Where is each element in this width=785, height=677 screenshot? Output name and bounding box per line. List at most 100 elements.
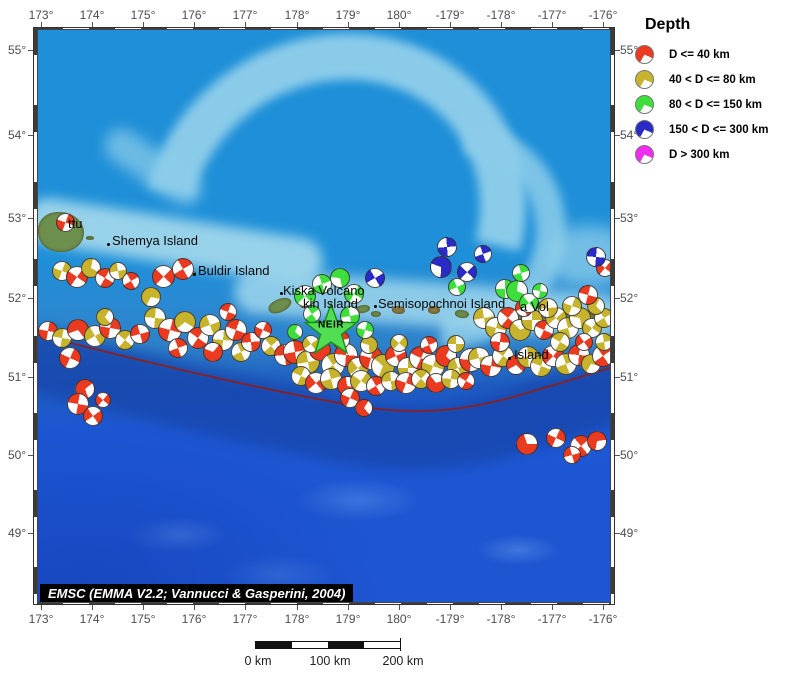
focal-mechanism-beachball	[437, 237, 457, 257]
axis-tick	[348, 605, 349, 610]
legend-entry-label: 80 < D <= 150 km	[669, 98, 763, 111]
focal-mechanism-beachball	[550, 332, 570, 352]
axis-tick	[28, 455, 33, 456]
place-marker-dot	[374, 305, 377, 308]
legend-title: Depth	[645, 16, 691, 33]
lon-axis-label-bottom: 173°	[28, 612, 54, 626]
lon-axis-label-top: 178°	[284, 8, 310, 22]
lat-axis-label-right: 53°	[620, 211, 639, 225]
axis-tick	[28, 377, 33, 378]
focal-mechanism-beachball	[83, 406, 103, 426]
focal-mechanism-beachball	[447, 335, 465, 353]
aleutian-trench	[38, 328, 610, 470]
focal-mechanism-beachball	[122, 272, 140, 290]
lat-axis-label-left: 54°	[8, 128, 27, 142]
focal-mechanism-beachball	[130, 324, 150, 344]
focal-mechanism-beachball	[356, 321, 374, 339]
lon-axis-label-bottom: 176°	[181, 612, 207, 626]
lat-axis-label-left: 52°	[8, 291, 27, 305]
lat-axis-label-right: 50°	[620, 448, 639, 462]
axis-tick	[603, 22, 604, 27]
place-label: Semisopochnoi Island	[378, 296, 506, 311]
focal-mechanism-beachball	[586, 247, 606, 267]
lon-axis-label-bottom: 179°	[335, 612, 361, 626]
island-landmass	[371, 311, 381, 317]
focal-mechanism-beachball	[55, 212, 75, 232]
focal-mechanism-beachball	[563, 446, 581, 464]
island-landmass	[86, 236, 94, 240]
beachball-icon	[635, 45, 654, 64]
map-frame-right	[610, 27, 615, 605]
legend-entry: 80 < D <= 150 km	[633, 92, 783, 117]
focal-mechanism-beachball	[141, 287, 161, 307]
place-label: Buldir Island	[198, 263, 270, 278]
focal-mechanism-beachball	[474, 245, 492, 263]
focal-mechanism-beachball	[457, 372, 475, 390]
beachball-icon	[635, 95, 654, 114]
focal-mechanism-beachball	[344, 284, 364, 304]
axis-tick	[41, 22, 42, 27]
axis-tick	[143, 605, 144, 610]
lat-axis-label-right: 51°	[620, 370, 639, 384]
lon-axis-label-top: 180°	[386, 8, 412, 22]
lon-axis-label-bottom: -179°	[435, 612, 465, 626]
focal-mechanism-beachball	[365, 268, 385, 288]
focal-mechanism-beachball	[595, 333, 610, 351]
lon-axis-label-top: -178°	[486, 8, 516, 22]
axis-tick	[615, 377, 620, 378]
lon-axis-label-bottom: 180°	[386, 612, 412, 626]
focal-mechanism-beachball	[575, 333, 593, 351]
axis-tick	[399, 22, 400, 27]
focal-mechanism-beachball	[95, 392, 111, 408]
place-marker-dot	[107, 243, 110, 246]
focal-mechanism-beachball	[219, 303, 237, 321]
lat-axis-label-left: 49°	[8, 526, 27, 540]
place-marker-dot	[193, 273, 196, 276]
lon-axis-label-top: 179°	[335, 8, 361, 22]
focal-mechanism-beachball	[578, 285, 598, 305]
lon-axis-label-bottom: 178°	[284, 612, 310, 626]
axis-tick	[450, 605, 451, 610]
focal-mechanism-beachball	[355, 399, 373, 417]
focal-mechanism-beachball	[532, 283, 548, 299]
axis-tick	[41, 605, 42, 610]
focal-mechanism-beachball	[225, 319, 247, 341]
focal-mechanism-beachball	[420, 336, 438, 354]
place-label: Kiska Volcano	[283, 283, 365, 298]
axis-tick	[92, 22, 93, 27]
focal-mechanism-beachball	[538, 298, 558, 318]
legend-entry-label: 150 < D <= 300 km	[669, 123, 769, 136]
place-label: kin Island	[303, 296, 358, 311]
focal-mechanism-beachball	[67, 393, 89, 415]
axis-tick	[28, 298, 33, 299]
axis-tick	[348, 22, 349, 27]
map-canvas: NEIR ttu Shemya Island Buldir Island Kiska …	[37, 29, 611, 603]
axis-tick	[92, 605, 93, 610]
place-marker-dot	[280, 292, 283, 295]
focal-mechanism-beachball	[390, 334, 408, 352]
focal-mechanism-beachball	[519, 293, 539, 313]
focal-mechanism-beachball	[168, 338, 188, 358]
lon-axis-label-top: 174°	[79, 8, 105, 22]
axis-tick	[603, 605, 604, 610]
lat-axis-label-left: 51°	[8, 370, 27, 384]
focal-mechanism-beachball	[490, 332, 510, 352]
lon-axis-label-bottom: -178°	[486, 612, 516, 626]
focal-mechanism-beachball	[241, 332, 261, 352]
axis-tick	[28, 218, 33, 219]
lon-axis-label-top: 176°	[181, 8, 207, 22]
legend-entry-label: D <= 40 km	[669, 48, 730, 61]
lat-axis-label-right: 55°	[620, 43, 639, 57]
place-marker-dot	[508, 357, 511, 360]
focal-mechanism-beachball	[330, 268, 350, 288]
legend-entry: D > 300 km	[633, 142, 783, 167]
axis-tick	[399, 605, 400, 610]
scale-bar-end-tick	[400, 638, 401, 651]
focal-mechanism-beachball	[287, 324, 303, 340]
neir-star-label: NEIR	[318, 319, 344, 331]
axis-tick	[615, 455, 620, 456]
legend-entry: D <= 40 km	[633, 42, 783, 67]
scale-bar-label: 0 km	[244, 654, 272, 668]
axis-tick	[552, 22, 553, 27]
lon-axis-label-top: -176°	[588, 8, 618, 22]
